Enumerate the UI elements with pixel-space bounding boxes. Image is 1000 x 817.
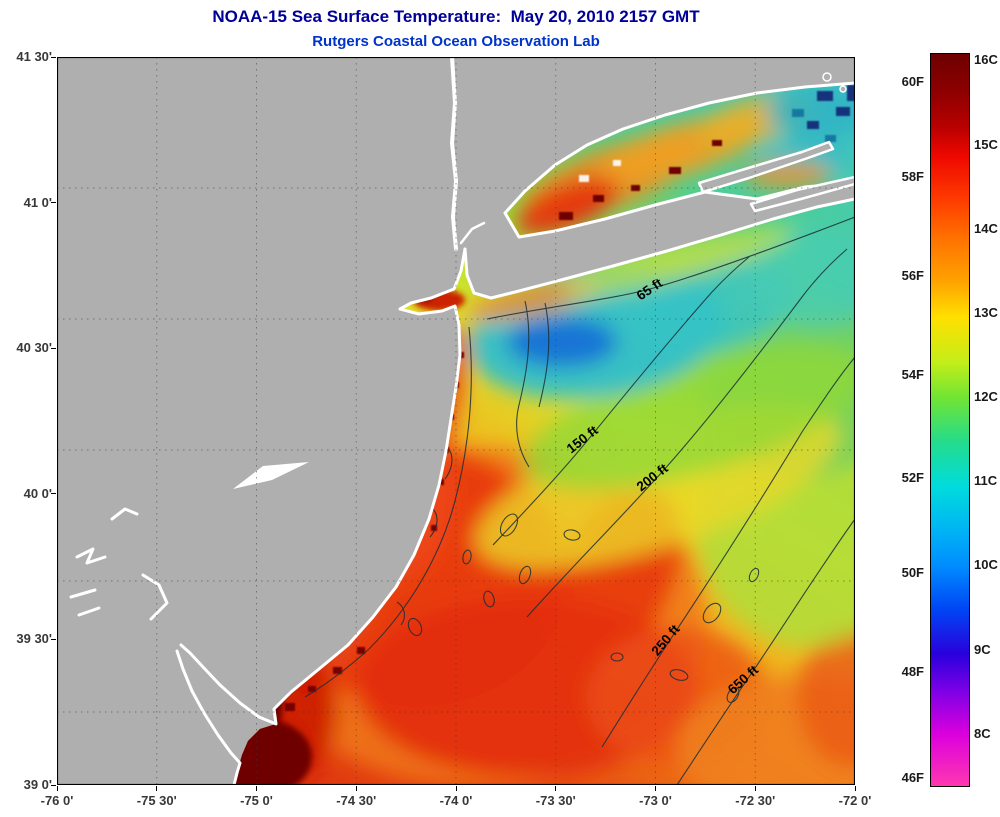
ct-coastline (503, 81, 855, 215)
contour-200ft (526, 248, 848, 618)
y-tick-mark (51, 493, 56, 495)
colorbar-celsius-label: 13C (974, 304, 998, 320)
contour-650ft (676, 518, 855, 785)
y-tick-mark (51, 56, 56, 58)
contour-250ft (601, 356, 855, 748)
x-tick-label: -72 0' (838, 793, 872, 808)
y-tick-mark (51, 784, 56, 786)
y-tick-label: 40 0' (23, 485, 52, 501)
map-title: NOAA-15 Sea Surface Temperature: May 20,… (212, 7, 700, 26)
x-tick-mark (555, 786, 557, 791)
contour-150ft (492, 256, 750, 546)
x-tick-mark (256, 786, 257, 791)
colorbar-celsius-label: 9C (974, 641, 991, 657)
x-tick-mark (56, 786, 58, 791)
nj-delaware-coastline (179, 247, 467, 726)
coastal-detail-squiggles (69, 507, 169, 621)
grid-lines (57, 57, 855, 785)
y-tick-mark (51, 202, 56, 204)
colorbar-fahrenheit-label: 58F (901, 169, 924, 185)
li-south-fork (749, 175, 855, 213)
colorbar-fahrenheit-label: 50F (901, 564, 924, 580)
coastlines (69, 57, 855, 785)
delaware-bay-west-shore (175, 649, 242, 785)
x-tick-label: -72 30' (735, 793, 776, 808)
colorbar-celsius-label: 10C (974, 557, 998, 573)
y-tick-label: 39 0' (23, 777, 52, 792)
colorbar-fahrenheit-label: 54F (901, 367, 924, 383)
colorbar-fahrenheit-label: 48F (901, 663, 924, 679)
map-subtitle: Rutgers Coastal Ocean Observation Lab (312, 33, 600, 50)
sst-map: 65 ft 150 ft 200 ft 250 ft 650 ft (57, 57, 855, 785)
li-north-shore (503, 180, 855, 239)
colorbar-fahrenheit-label: 46F (901, 769, 924, 785)
x-tick-mark (455, 786, 457, 791)
colorbar-celsius-label: 14C (974, 220, 998, 236)
colorbar-celsius-label: 16C (974, 52, 998, 68)
x-tick-mark (854, 786, 856, 791)
x-tick-mark (655, 786, 656, 791)
contour-65ft (486, 216, 855, 320)
y-tick-label: 41 30' (16, 49, 52, 64)
li-south-shore (463, 197, 855, 300)
plot-border (57, 57, 855, 785)
x-tick-label: -75 30' (136, 793, 177, 808)
y-tick-label: 40 30' (16, 340, 52, 356)
hudson-river (450, 57, 458, 251)
colorbar-fahrenheit-label: 52F (901, 469, 924, 485)
contour-nearshore (304, 326, 472, 698)
ne-island (822, 72, 832, 82)
colorbar-fahrenheit-label: 56F (901, 268, 924, 284)
x-tick-label: -76 0' (40, 793, 74, 808)
x-tick-label: -74 30' (336, 793, 377, 808)
x-tick-mark (754, 786, 756, 791)
east-river (459, 221, 486, 245)
y-tick-label: 39 30' (16, 631, 52, 647)
colorbar-celsius-label: 11C (974, 473, 998, 489)
colorbar-celsius-label: 15C (974, 136, 998, 152)
x-tick-label: -74 0' (439, 793, 473, 808)
x-tick-label: -73 0' (639, 793, 672, 808)
ne-island (839, 85, 847, 93)
x-tick-mark (355, 786, 357, 791)
x-tick-mark (156, 786, 158, 791)
colorbar (930, 53, 970, 787)
x-tick-label: -75 0' (240, 793, 273, 808)
y-tick-mark (51, 347, 56, 349)
y-tick-label: 41 0' (23, 194, 52, 210)
colorbar-celsius-label: 8C (974, 725, 991, 741)
colorbar-gradient (931, 54, 969, 786)
colorbar-fahrenheit-label: 60F (901, 74, 924, 90)
white-wedge-inlet (233, 462, 309, 489)
colorbar-celsius-label: 12C (974, 389, 998, 405)
li-north-fork (697, 140, 835, 194)
depth-contours (304, 216, 855, 785)
x-tick-label: -73 30' (535, 793, 576, 808)
y-tick-mark (51, 638, 56, 640)
